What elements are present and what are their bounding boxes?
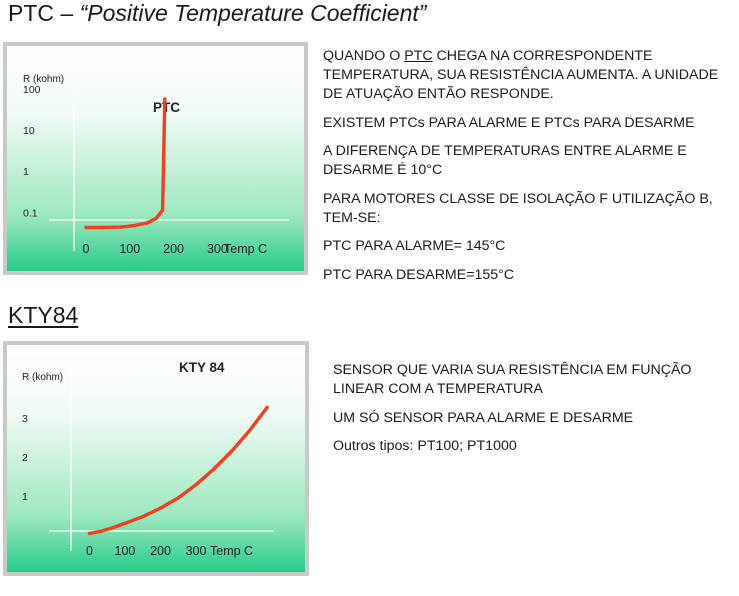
data-point: [101, 225, 106, 230]
ptc-description: QUANDO O PTC CHEGA NA CORRESPONDENTE TEM…: [323, 47, 733, 294]
ptc-paragraph-6: PTC PARA DESARME=155°C: [323, 266, 515, 283]
ptc-paragraph-1-end: CHEGA NA CORRESPONDENTE TEMPERATURA, SUA…: [323, 48, 719, 102]
chart-title: KTY 84: [179, 360, 225, 375]
ptc-paragraph-4: PARA MOTORES CLASSE DE ISOLAÇÃO F UTILIZ…: [323, 190, 713, 226]
y-axis-label: R (kohm): [23, 74, 64, 85]
data-point: [109, 526, 113, 531]
data-point: [229, 449, 234, 453]
ptc-section-title: PTC – “Positive Temperature Coefficient”: [8, 0, 426, 27]
data-point: [98, 529, 102, 534]
ptc-paragraph-3: A DIFERENÇA DE TEMPERATURAS ENTRE ALARME…: [323, 143, 687, 178]
data-point: [84, 225, 88, 230]
data-point: [163, 97, 167, 101]
ptc-paragraph-5: PTC PARA ALARME= 145°C: [323, 238, 506, 254]
data-point: [123, 521, 127, 525]
data-point: [247, 429, 251, 433]
ptc-paragraph-1: QUANDO O PTC CHEGA NA CORRESPONDENTE TEM…: [323, 47, 733, 104]
ptc-chart: 100 10 1 0.1 0 100 200 300 Temp C R (kohm) PTC: [3, 42, 308, 275]
data-point: [141, 515, 145, 519]
y-tick-label: 1: [23, 166, 29, 178]
y-tick-label: 100: [23, 84, 41, 96]
ptc-paragraph-1-start: QUANDO O: [323, 48, 405, 64]
kty-chart: 3 2 1 0 100 200 300 Temp C R (kohm) KTY 84: [3, 341, 309, 576]
x-tick-label: 300: [186, 544, 207, 558]
data-point: [132, 223, 136, 228]
x-tick-label: 0: [86, 544, 93, 558]
series-line: [87, 405, 269, 536]
series-line: [84, 97, 167, 230]
data-point: [212, 467, 216, 471]
ptc-paragraph-1-underlined: PTC: [404, 48, 433, 64]
data-point: [158, 506, 163, 510]
kty-paragraph-2: UM SÓ SENSOR PARA ALARME E DESARME: [333, 409, 634, 426]
x-axis-label: Temp C: [210, 544, 253, 558]
data-point: [154, 216, 158, 221]
kty-section-title: KTY84: [8, 302, 79, 328]
data-point: [119, 225, 123, 229]
ptc-paragraph-2: EXISTEM PTCs PARA ALARME E PTCs PARA DES…: [323, 114, 695, 131]
x-tick-label: 0: [82, 242, 89, 256]
x-tick-label: 100: [115, 544, 136, 558]
x-tick-label: 300: [207, 242, 228, 256]
y-tick-label: 10: [23, 125, 35, 137]
y-axis-label: R (kohm): [22, 372, 63, 383]
ptc-title-emphasis: “Positive Temperature Coefficient”: [79, 0, 427, 26]
y-tick-label: 3: [22, 413, 28, 425]
data-point: [145, 221, 149, 225]
y-tick-label: 1: [22, 491, 28, 503]
kty-description: SENSOR QUE VARIA SUA RESISTÊNCIA EM FUNÇ…: [333, 361, 733, 466]
x-tick-label: 200: [150, 544, 171, 558]
y-tick-label: 2: [22, 452, 28, 464]
x-axis-label: Temp C: [224, 242, 267, 256]
chart-title: PTC: [153, 100, 180, 115]
data-point: [176, 496, 180, 500]
kty-paragraph-3: Outros tipos: PT100; PT1000: [333, 438, 517, 454]
data-point: [87, 531, 92, 536]
kty-chart-svg: 3 2 1 0 100 200 300 Temp C R (kohm) KTY 84: [22, 360, 274, 558]
ptc-title-prefix: PTC –: [8, 0, 80, 26]
data-point: [194, 483, 198, 487]
data-point: [265, 405, 269, 410]
data-point: [160, 208, 165, 212]
x-tick-label: 200: [163, 242, 184, 256]
kty-paragraph-1: SENSOR QUE VARIA SUA RESISTÊNCIA EM FUNÇ…: [333, 362, 692, 397]
y-tick-label: 0.1: [23, 207, 38, 219]
x-tick-label: 100: [119, 242, 140, 256]
